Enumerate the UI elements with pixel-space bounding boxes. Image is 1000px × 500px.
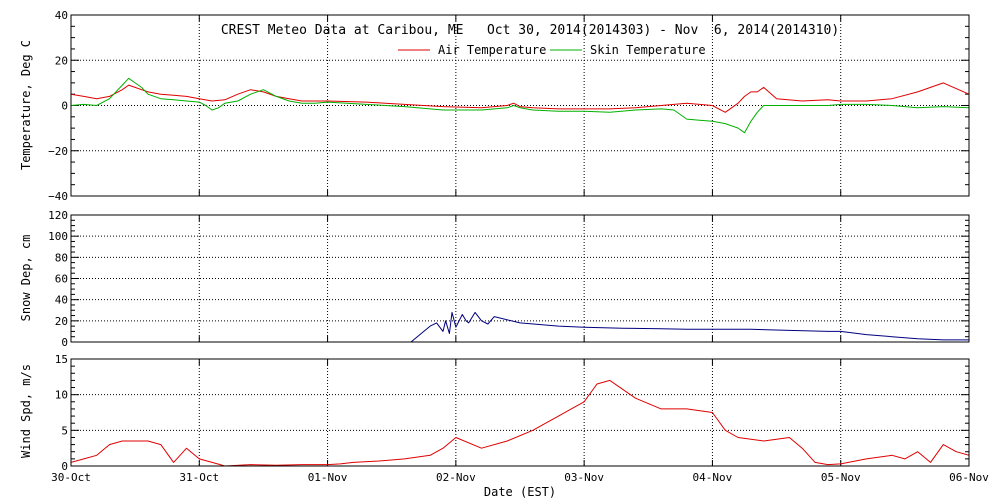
series-line-wind-speed [71, 379, 969, 466]
temperature-panel: 40 20 0 −20 −40 [48, 9, 970, 203]
y-axis-label-wind-speed: Wind Spd, m/s [19, 364, 33, 458]
temperature-ytick-label: −40 [48, 190, 68, 203]
snow-depth-panel: 120 100 80 60 40 20 0 [48, 209, 970, 349]
temperature-ytick-label: 40 [55, 9, 68, 22]
x-tick-label: 31-Oct [179, 471, 219, 484]
snow-depth-ytick-label: 0 [61, 336, 68, 349]
chart-title: CREST Meteo Data at Caribou, ME Oct 30, … [221, 23, 839, 38]
snow-depth-ytick-label: 100 [48, 230, 68, 243]
snow-depth-ytick-label: 80 [55, 251, 68, 264]
wind-speed-ytick-label: 5 [61, 424, 68, 437]
legend-label-skin-temperature: Skin Temperature [590, 43, 706, 57]
wind-speed-ytick-label: 15 [55, 353, 68, 366]
y-axis-label-snow-depth: Snow Dep, cm [19, 235, 33, 322]
temperature-ytick-label: −20 [48, 145, 68, 158]
x-tick-label: 01-Nov [308, 471, 348, 484]
x-axis-label: Date (EST) [484, 485, 556, 499]
wind-speed-panel: 15 10 5 0 [55, 353, 970, 473]
temperature-plot-frame [70, 14, 970, 197]
x-tick-label: 04-Nov [693, 471, 733, 484]
snow-depth-ytick-label: 40 [55, 294, 68, 307]
legend-label-air-temperature: Air Temperature [438, 43, 546, 57]
wind-speed-plot-frame [70, 358, 970, 467]
snow-depth-ytick-label: 20 [55, 315, 68, 328]
series-line-skin-temperature [71, 77, 969, 134]
x-tick-label: 02-Nov [436, 471, 476, 484]
x-tick-label: 03-Nov [564, 471, 604, 484]
x-tick-label: 05-Nov [821, 471, 861, 484]
wind-speed-ytick-label: 10 [55, 389, 68, 402]
series-line-air-temperature [71, 82, 969, 113]
legend: Air Temperature Skin Temperature [398, 43, 706, 57]
y-axis-label-temperature: Temperature, Deg C [19, 40, 33, 170]
x-tick-label: 30-Oct [51, 471, 91, 484]
snow-depth-ytick-label: 120 [48, 209, 68, 222]
series-line-snow-depth [410, 311, 969, 342]
temperature-ytick-label: 20 [55, 54, 68, 67]
snow-depth-plot-frame [70, 214, 970, 343]
wind-speed-ytick-label: 0 [61, 460, 68, 473]
snow-depth-ytick-label: 60 [55, 273, 68, 286]
x-tick-label: 06-Nov [949, 471, 989, 484]
temperature-ytick-label: 0 [61, 100, 68, 113]
